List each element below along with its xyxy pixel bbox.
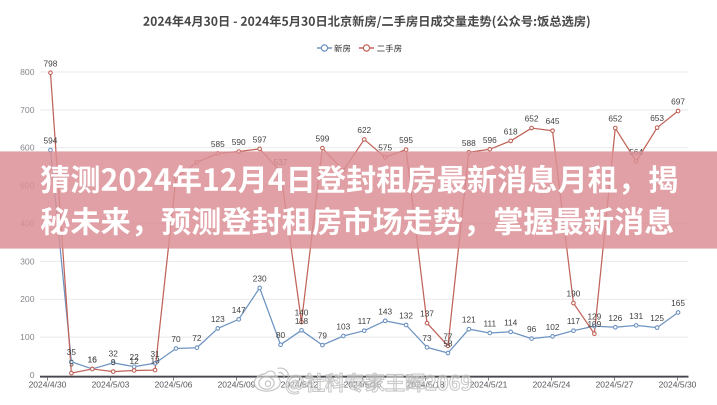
svg-text:2024/4/30: 2024/4/30 (29, 380, 67, 390)
svg-text:77: 77 (443, 331, 453, 341)
svg-text:96: 96 (527, 324, 537, 334)
svg-text:72: 72 (192, 333, 202, 343)
svg-text:652: 652 (608, 114, 622, 124)
svg-text:22: 22 (130, 352, 140, 362)
svg-text:594: 594 (44, 136, 58, 146)
svg-text:9: 9 (111, 357, 116, 367)
svg-text:13: 13 (150, 356, 160, 366)
svg-text:117: 117 (567, 316, 581, 326)
svg-text:165: 165 (671, 298, 685, 308)
svg-text:800: 800 (20, 67, 35, 77)
svg-text:121: 121 (462, 315, 476, 325)
svg-text:590: 590 (232, 137, 246, 147)
svg-text:131: 131 (629, 311, 643, 321)
svg-text:2024/5/12: 2024/5/12 (281, 380, 319, 390)
svg-text:2024/5/18: 2024/5/18 (407, 380, 445, 390)
svg-text:585: 585 (211, 139, 225, 149)
svg-text:147: 147 (232, 305, 246, 315)
svg-text:600: 600 (20, 143, 35, 153)
svg-text:117: 117 (358, 316, 372, 326)
svg-text:200: 200 (20, 294, 35, 304)
svg-text:73: 73 (422, 333, 432, 343)
svg-text:595: 595 (399, 135, 413, 145)
svg-text:653: 653 (650, 113, 664, 123)
svg-text:109: 109 (587, 319, 601, 329)
svg-text:123: 123 (211, 314, 225, 324)
svg-text:2024/5/30: 2024/5/30 (659, 380, 697, 390)
svg-text:140: 140 (295, 307, 309, 317)
svg-text:2024/5/24: 2024/5/24 (533, 380, 571, 390)
svg-text:137: 137 (420, 309, 434, 319)
svg-text:597: 597 (253, 134, 267, 144)
svg-text:190: 190 (567, 289, 581, 299)
svg-text:2024/5/06: 2024/5/06 (155, 380, 193, 390)
svg-text:652: 652 (525, 114, 539, 124)
svg-text:126: 126 (608, 313, 622, 323)
svg-text:58: 58 (443, 339, 453, 349)
svg-text:618: 618 (504, 126, 518, 136)
svg-text:798: 798 (44, 58, 58, 68)
svg-text:31: 31 (150, 349, 160, 359)
svg-text:700: 700 (20, 105, 35, 115)
svg-text:35: 35 (67, 347, 77, 357)
svg-text:2024/5/21: 2024/5/21 (470, 380, 508, 390)
svg-text:103: 103 (336, 321, 350, 331)
svg-text:111: 111 (483, 318, 496, 328)
svg-text:32: 32 (109, 348, 119, 358)
svg-text:16: 16 (88, 354, 98, 364)
svg-text:80: 80 (276, 330, 286, 340)
svg-text:575: 575 (378, 143, 392, 153)
svg-text:143: 143 (378, 306, 392, 316)
svg-text:697: 697 (671, 97, 685, 107)
svg-text:102: 102 (546, 322, 560, 332)
svg-text:125: 125 (650, 313, 664, 323)
svg-text:79: 79 (318, 331, 328, 341)
svg-text:596: 596 (483, 135, 497, 145)
svg-text:300: 300 (20, 256, 35, 266)
svg-text:2024/5/09: 2024/5/09 (218, 380, 256, 390)
svg-text:588: 588 (462, 138, 476, 148)
svg-text:132: 132 (399, 311, 413, 321)
svg-text:2024/5/03: 2024/5/03 (92, 380, 130, 390)
svg-text:114: 114 (504, 317, 518, 327)
svg-text:16: 16 (88, 354, 98, 364)
svg-text:118: 118 (295, 316, 309, 326)
svg-text:100: 100 (20, 332, 35, 342)
svg-text:622: 622 (357, 125, 371, 135)
svg-text:70: 70 (171, 334, 181, 344)
svg-text:0: 0 (30, 370, 35, 380)
svg-text:5: 5 (69, 359, 74, 369)
svg-text:12: 12 (130, 356, 140, 366)
svg-text:129: 129 (587, 312, 601, 322)
svg-text:599: 599 (315, 134, 329, 144)
svg-text:230: 230 (253, 273, 267, 283)
svg-text:2024/5/27: 2024/5/27 (596, 380, 634, 390)
svg-text:645: 645 (546, 116, 560, 126)
